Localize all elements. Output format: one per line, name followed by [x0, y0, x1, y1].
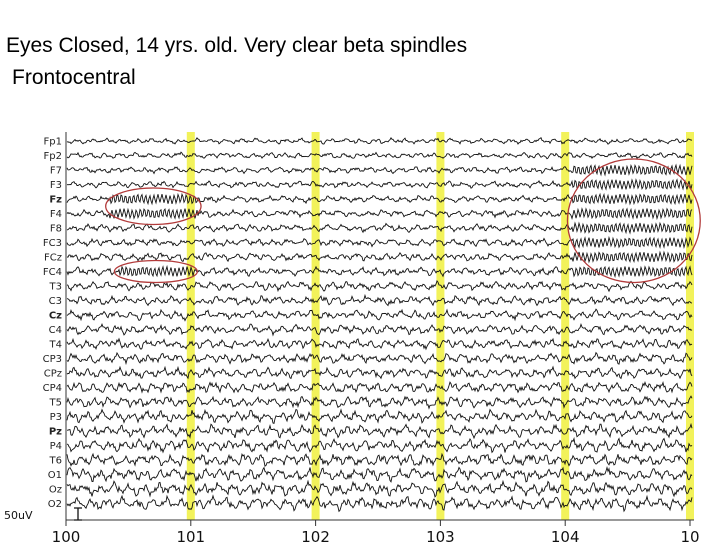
channel-label-f7: F7 — [50, 166, 62, 177]
channel-label-f4: F4 — [50, 209, 62, 220]
eeg-trace-cp3 — [66, 351, 693, 366]
channel-label-t6: T6 — [49, 456, 62, 467]
channel-label-fz: Fz — [49, 195, 62, 206]
channel-label-cp3: CP3 — [43, 354, 62, 365]
x-tick-label-5: 10 — [680, 528, 699, 546]
scale-bar — [74, 507, 82, 521]
spindle-circle-1 — [105, 187, 202, 226]
second-marker-103 — [436, 132, 445, 520]
channel-label-o2: O2 — [48, 499, 62, 510]
channel-label-t5: T5 — [49, 398, 62, 409]
eeg-trace-fp2 — [66, 151, 693, 160]
eeg-trace-o2 — [66, 494, 693, 513]
eeg-trace-cp4 — [66, 380, 693, 394]
channel-label-t3: T3 — [49, 282, 62, 293]
channel-label-fp2: Fp2 — [44, 151, 62, 162]
channel-label-cpz: CPz — [44, 369, 62, 380]
eeg-trace-f8 — [66, 221, 693, 235]
eeg-trace-o1 — [66, 465, 693, 483]
eeg-trace-cpz — [66, 365, 693, 380]
eeg-trace-cz — [66, 308, 693, 322]
eeg-trace-f4 — [66, 207, 693, 221]
channel-label-fc4: FC4 — [43, 267, 62, 278]
channel-label-fcz: FCz — [44, 253, 62, 264]
second-marker-104 — [561, 132, 570, 520]
channel-label-f3: F3 — [50, 180, 62, 191]
channel-label-fc3: FC3 — [43, 238, 62, 249]
eeg-trace-f3 — [66, 178, 693, 191]
x-tick-label-2: 102 — [301, 528, 330, 546]
eeg-trace-fc4 — [66, 264, 693, 278]
eeg-trace-c4 — [66, 322, 693, 337]
channel-label-f8: F8 — [50, 224, 62, 235]
x-tick-label-0: 100 — [52, 528, 81, 546]
channel-label-t4: T4 — [49, 340, 62, 351]
eeg-trace-pz — [67, 422, 693, 440]
eeg-trace-fz — [66, 192, 693, 206]
x-tick-label-3: 103 — [426, 528, 455, 546]
eeg-trace-t5 — [66, 395, 693, 410]
channel-label-pz: Pz — [49, 427, 62, 438]
channel-label-cz: Cz — [49, 311, 62, 322]
eeg-trace-fc3 — [66, 235, 693, 250]
channel-label-o1: O1 — [48, 470, 62, 481]
eeg-trace-t3 — [66, 279, 693, 293]
channel-label-fp1: Fp1 — [44, 137, 62, 148]
eeg-trace-t4 — [66, 337, 693, 351]
slide-subtitle: Frontocentral — [12, 66, 136, 89]
eeg-trace-p3 — [66, 408, 693, 425]
channel-label-p3: P3 — [50, 412, 62, 423]
x-tick-label-1: 101 — [176, 528, 205, 546]
eeg-trace-oz — [66, 479, 693, 498]
spindle-circle-3 — [566, 158, 701, 284]
channel-label-c3: C3 — [49, 296, 62, 307]
eeg-trace-t6 — [66, 452, 693, 468]
second-marker-102 — [311, 132, 320, 520]
eeg-trace-fp1 — [66, 136, 693, 145]
spindle-circle-2 — [113, 259, 198, 284]
second-marker-105 — [686, 132, 694, 520]
x-tick-label-4: 104 — [551, 528, 580, 546]
eeg-trace-c3 — [66, 293, 693, 307]
eeg-trace-f7 — [66, 163, 693, 177]
slide-title: Eyes Closed, 14 yrs. old. Very clear bet… — [6, 34, 468, 57]
channel-label-oz: Oz — [49, 485, 62, 496]
eeg-trace-p4 — [66, 436, 693, 454]
channel-label-cp4: CP4 — [43, 383, 62, 394]
channel-label-p4: P4 — [50, 441, 62, 452]
eeg-trace-fcz — [66, 250, 693, 264]
channel-label-c4: C4 — [49, 325, 62, 336]
scale-bar-label: 50uV — [4, 509, 33, 522]
